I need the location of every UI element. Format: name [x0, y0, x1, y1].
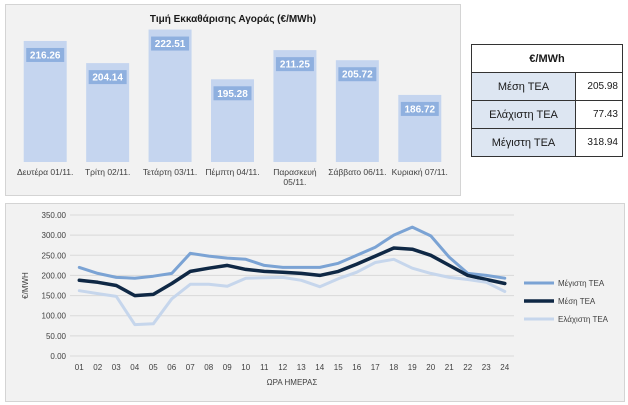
- x-tick-label: 08: [204, 363, 213, 372]
- x-tick-label: 18: [389, 363, 398, 372]
- category-label: Δευτέρα 01/11.: [17, 167, 73, 177]
- x-tick-label: 16: [352, 363, 361, 372]
- legend-entry: Μέση ΤΕΑ: [558, 297, 596, 306]
- stats-table: €/MWh Μέση ΤΕΑ 205.98 Ελάχιστη ΤΕΑ 77.43…: [471, 44, 623, 157]
- bar-chart: Τιμή Εκκαθάρισης Αγοράς (€/MWh) 216.26 Δευ…: [17, 14, 448, 187]
- data-label: 205.72: [342, 70, 373, 81]
- x-tick-label: 03: [112, 363, 121, 372]
- y-axis-label: €/MWH: [21, 272, 30, 299]
- data-label-box: [275, 57, 314, 72]
- data-label: 211.25: [280, 60, 310, 71]
- x-tick-label: 06: [167, 363, 176, 372]
- data-label-box: [338, 67, 377, 82]
- stats-header-row: €/MWh: [471, 44, 623, 73]
- chart-title: Τιμή Εκκαθάρισης Αγοράς (€/MWh): [150, 14, 316, 25]
- category-label: Τρίτη 02/11.: [85, 167, 130, 177]
- y-tick-label: 150.00: [42, 292, 67, 301]
- stats-header: €/MWh: [471, 44, 623, 73]
- data-label: 186.72: [404, 104, 435, 115]
- data-label-box: [400, 101, 439, 116]
- x-tick-label: 01: [75, 363, 84, 372]
- category-label: Κυριακή 07/11.: [392, 167, 448, 177]
- x-tick-label: 15: [334, 363, 343, 372]
- x-tick-label: 12: [278, 363, 287, 372]
- x-tick-label: 09: [223, 363, 232, 372]
- x-tick-label: 13: [297, 363, 306, 372]
- x-tick-label: 22: [463, 363, 472, 372]
- category-label: Πέμπτη 04/11.: [205, 167, 259, 177]
- x-tick-label: 11: [260, 363, 269, 372]
- stats-label: Ελάχιστη ΤΕΑ: [471, 100, 576, 129]
- stats-value: 77.43: [575, 100, 623, 129]
- x-tick-label: 05: [149, 363, 158, 372]
- stats-value: 318.94: [575, 128, 623, 157]
- y-tick-label: 100.00: [42, 312, 67, 321]
- x-tick-label: 04: [130, 363, 139, 372]
- x-tick-label: 23: [482, 363, 491, 372]
- stats-label: Μέση ΤΕΑ: [471, 72, 576, 101]
- line-chart: 0.00 50.00 100.00 150.00 200.00 250.00 300.00 3…: [21, 211, 609, 387]
- legend-entry: Μέγιστη ΤΕΑ: [558, 279, 605, 288]
- stats-value: 205.98: [575, 72, 623, 101]
- x-tick-label: 20: [426, 363, 435, 372]
- bar: [148, 29, 192, 162]
- data-label: 204.14: [92, 73, 123, 84]
- x-tick-label: 10: [241, 363, 250, 372]
- data-label: 222.51: [155, 39, 186, 50]
- stats-row-min: Ελάχιστη ΤΕΑ 77.43: [471, 100, 623, 129]
- series-line: [77, 225, 507, 280]
- x-tick-label: 02: [93, 363, 102, 372]
- stats-row-max: Μέγιστη ΤΕΑ 318.94: [471, 128, 623, 157]
- data-label-box: [213, 86, 252, 101]
- x-tick-label: 24: [500, 363, 509, 372]
- data-label-box: [26, 47, 65, 62]
- y-tick-label: 350.00: [42, 211, 67, 220]
- data-label-box: [88, 70, 127, 85]
- series-line: [77, 246, 507, 298]
- category-label: Τετάρτη 03/11.: [143, 167, 197, 177]
- y-tick-label: 250.00: [42, 251, 67, 260]
- stats-label: Μέγιστη ΤΕΑ: [471, 128, 576, 157]
- data-label-box: [151, 36, 190, 51]
- x-tick-label: 19: [408, 363, 417, 372]
- y-tick-label: 0.00: [50, 352, 66, 361]
- x-tick-label: 17: [371, 363, 380, 372]
- bar-chart-panel: Τιμή Εκκαθάρισης Αγοράς (€/MWh) 216.26 Δευ…: [5, 4, 461, 196]
- x-tick-label: 07: [186, 363, 195, 372]
- y-tick-label: 50.00: [46, 332, 67, 341]
- y-tick-label: 300.00: [42, 231, 67, 240]
- x-axis-label: ΩΡΑ ΗΜΕΡΑΣ: [267, 378, 318, 387]
- x-tick-label: 21: [445, 363, 454, 372]
- data-label: 195.28: [217, 89, 248, 100]
- legend-entry: Ελάχιστη ΤΕΑ: [558, 315, 609, 324]
- data-label: 216.26: [30, 50, 61, 61]
- y-tick-label: 200.00: [42, 271, 67, 280]
- x-tick-label: 14: [315, 363, 324, 372]
- stats-row-avg: Μέση ΤΕΑ 205.98: [471, 72, 623, 101]
- category-label: Παρασκευή 05/11.: [273, 167, 317, 187]
- category-label: Σάββατο 06/11.: [328, 167, 386, 177]
- series-line: [77, 257, 507, 327]
- line-chart-panel: 0.00 50.00 100.00 150.00 200.00 250.00 300.00 3…: [5, 203, 625, 402]
